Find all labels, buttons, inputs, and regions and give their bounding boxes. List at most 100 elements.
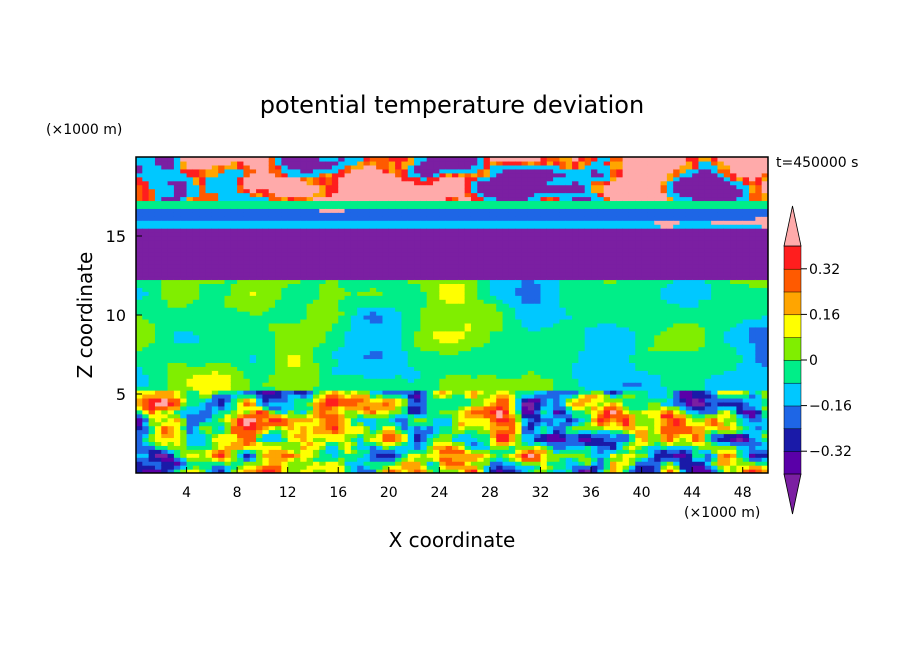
contour-cell: [445, 362, 453, 367]
contour-cell: [142, 338, 150, 344]
contour-cell: [483, 469, 491, 473]
contour-cell: [502, 307, 510, 312]
contour-cell: [224, 279, 232, 284]
contour-cell: [420, 394, 428, 399]
contour-cell: [357, 180, 365, 186]
contour-cell: [161, 243, 169, 249]
contour-cell: [281, 390, 289, 395]
contour-cell: [452, 279, 459, 284]
contour-cell: [306, 243, 314, 249]
contour-cell: [281, 330, 289, 336]
contour-cell: [287, 417, 295, 423]
contour-cell: [350, 409, 358, 415]
contour-cell: [205, 279, 213, 284]
contour-cell: [161, 208, 169, 213]
contour-cell: [382, 362, 390, 367]
contour-cell: [363, 366, 371, 371]
contour-cell: [325, 255, 333, 261]
contour-cell: [256, 200, 263, 205]
contour-cell: [508, 283, 516, 288]
contour-cell: [331, 374, 339, 379]
contour-cell: [338, 401, 346, 407]
contour-cell: [167, 168, 175, 174]
contour-cell: [502, 318, 510, 324]
contour-cell: [249, 334, 257, 340]
contour-cell: [401, 236, 409, 241]
contour-cell: [426, 338, 434, 344]
contour-cell: [363, 326, 371, 332]
contour-cell: [142, 303, 150, 308]
contour-cell: [249, 409, 257, 415]
contour-cell: [496, 295, 504, 300]
contour-cell: [319, 188, 327, 194]
contour-cell: [180, 216, 188, 221]
contour-cell: [154, 228, 162, 233]
contour-cell: [464, 220, 472, 225]
contour-cell: [414, 307, 421, 312]
contour-cell: [218, 433, 226, 439]
contour-cell: [433, 279, 440, 284]
contour-cell: [395, 417, 403, 423]
contour-cell: [508, 469, 516, 473]
contour-cell: [180, 196, 188, 202]
contour-cell: [426, 259, 434, 265]
contour-cell: [142, 279, 150, 284]
contour-cell: [249, 291, 257, 296]
contour-cell: [180, 397, 188, 403]
contour-cell: [414, 168, 421, 174]
contour-cell: [161, 283, 169, 288]
contour-cell: [376, 247, 384, 253]
contour-cell: [521, 421, 529, 427]
contour-cell: [369, 401, 377, 407]
contour-cell: [458, 453, 466, 458]
contour-cell: [350, 216, 358, 221]
contour-cell: [439, 303, 447, 308]
contour-cell: [521, 346, 529, 352]
contour-cell: [338, 232, 346, 237]
contour-cell: [363, 370, 371, 375]
contour-cell: [496, 263, 504, 269]
contour-cell: [294, 196, 301, 202]
contour-cell: [167, 397, 175, 403]
contour-cell: [275, 160, 282, 166]
contour-cell: [369, 188, 377, 194]
contour-cell: [477, 212, 485, 217]
contour-cell: [489, 232, 497, 237]
contour-cell: [363, 160, 371, 166]
contour-cell: [458, 243, 466, 249]
contour-cell: [237, 299, 245, 304]
contour-cell: [395, 164, 403, 170]
contour-cell: [262, 196, 270, 202]
contour-cell: [464, 429, 472, 435]
contour-cell: [154, 318, 162, 324]
contour-cell: [369, 239, 377, 245]
contour-cell: [306, 429, 314, 435]
contour-cell: [192, 326, 200, 332]
contour-cell: [319, 326, 327, 332]
contour-cell: [376, 239, 384, 245]
contour-cell: [376, 184, 384, 190]
contour-cell: [369, 303, 377, 308]
contour-cell: [414, 358, 421, 363]
contour-cell: [199, 401, 207, 407]
contour-cell: [508, 382, 516, 387]
contour-cell: [192, 394, 200, 399]
contour-cell: [401, 429, 409, 435]
contour-cell: [470, 421, 478, 427]
contour-cell: [173, 469, 181, 473]
contour-cell: [256, 382, 263, 387]
contour-cell: [426, 370, 434, 375]
contour-cell: [306, 330, 314, 336]
contour-cell: [338, 283, 346, 288]
contour-cell: [281, 279, 289, 284]
contour-cell: [357, 267, 365, 273]
contour-cell: [350, 176, 358, 182]
contour-cell: [243, 176, 251, 182]
contour-cell: [192, 461, 200, 466]
contour-cell: [142, 275, 150, 281]
contour-cell: [325, 437, 333, 442]
contour-cell: [395, 370, 403, 375]
contour-cell: [199, 362, 207, 367]
contour-cell: [199, 239, 207, 245]
contour-cell: [445, 358, 453, 363]
